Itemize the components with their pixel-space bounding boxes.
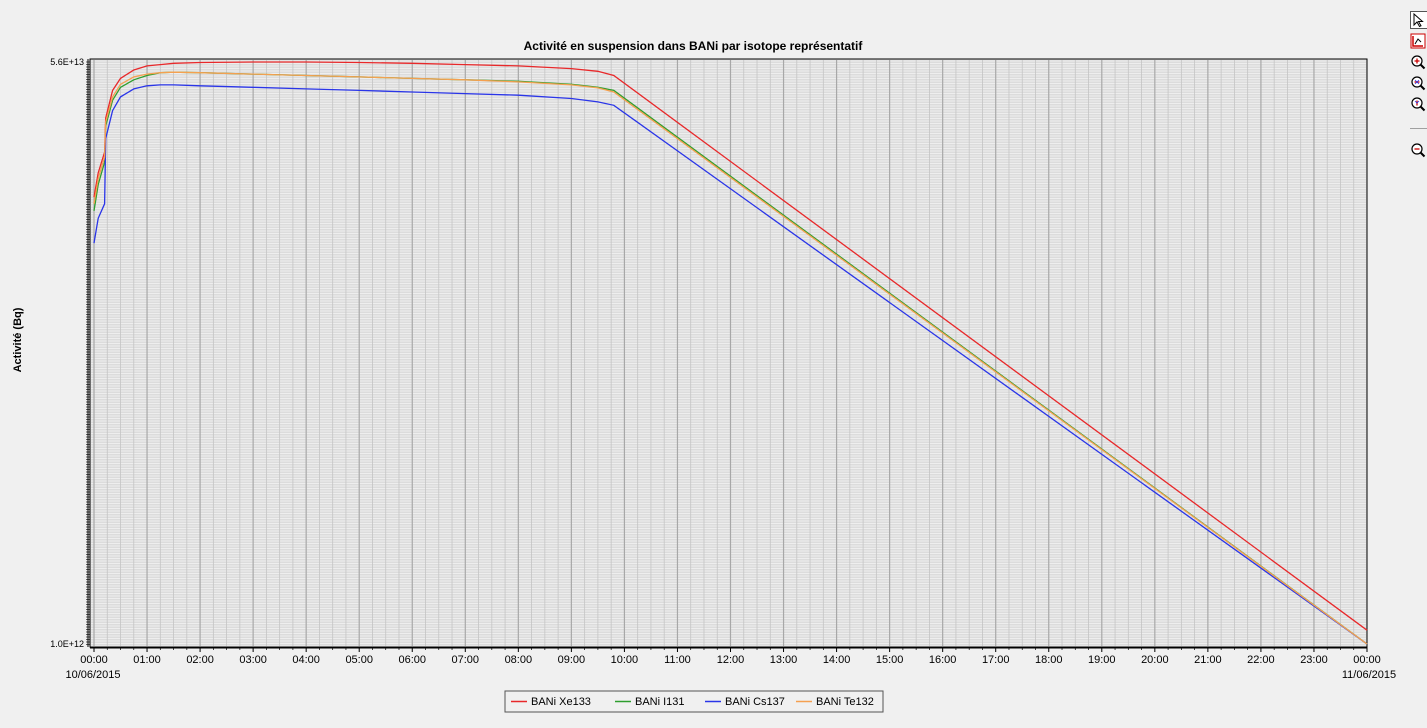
x-tick-label: 14:00 — [823, 654, 851, 666]
y-tick-label-top: 5.6E+13 — [50, 57, 84, 67]
zoom-in-x-icon — [1411, 76, 1426, 91]
zoom-out-icon — [1411, 143, 1426, 158]
zoom-out-button[interactable] — [1410, 142, 1427, 160]
x-tick-label: 23:00 — [1300, 654, 1328, 666]
x-tick-label: 16:00 — [929, 654, 957, 666]
chart-title: Activité en suspension dans BANi par iso… — [524, 39, 864, 53]
x-end-date: 11/06/2015 — [1342, 669, 1396, 681]
x-tick-label: 09:00 — [558, 654, 586, 666]
legend-box — [504, 690, 884, 713]
x-tick-label: 12:00 — [717, 654, 745, 666]
x-tick-label: 10:00 — [611, 654, 639, 666]
x-tick-label: 18:00 — [1035, 654, 1063, 666]
x-tick-label: 13:00 — [770, 654, 798, 666]
x-axis: 00:00 01:00 02:00 03:00 04:00 05:00 06:00 07:00… — [80, 647, 1381, 666]
x-tick-label: 00:00 — [80, 654, 108, 666]
x-tick-label: 06:00 — [398, 654, 426, 666]
chart-toolbar — [1407, 8, 1427, 178]
plot-background — [89, 58, 1368, 648]
legend-entry: BANi Cs137 — [725, 696, 785, 708]
x-tick-label: 03:00 — [239, 654, 267, 666]
legend-entry: BANi I131 — [635, 696, 685, 708]
series-line-bani-te132 — [93, 71, 1368, 645]
pointer-icon — [1413, 12, 1424, 28]
toolbar-separator — [1410, 128, 1427, 129]
x-tick-label: 01:00 — [133, 654, 161, 666]
zoom-in-y-icon — [1411, 97, 1426, 112]
y-axis-label: Activité (Bq) — [12, 307, 24, 372]
x-tick-label: 04:00 — [292, 654, 320, 666]
zoom-in-x-button[interactable] — [1410, 75, 1427, 93]
x-tick-label: 07:00 — [452, 654, 480, 666]
legend: BANi Xe133 BANi I131 BANi Cs137 BANi Te132 — [504, 690, 884, 713]
x-tick-label: 22:00 — [1247, 654, 1275, 666]
x-tick-label: 08:00 — [505, 654, 533, 666]
x-tick-label: 05:00 — [345, 654, 373, 666]
x-tick-label: 19:00 — [1088, 654, 1116, 666]
zoom-in-button[interactable] — [1410, 54, 1427, 72]
x-start-date: 10/06/2015 — [65, 669, 120, 681]
x-tick-label: 11:00 — [664, 654, 691, 666]
series-lines — [93, 61, 1368, 645]
x-tick-label: 21:00 — [1194, 654, 1222, 666]
x-tick-label: 20:00 — [1141, 654, 1169, 666]
x-tick-label: 17:00 — [982, 654, 1010, 666]
plot-area[interactable] — [89, 58, 1368, 648]
y-tick-label-bottom: 1.0E+12 — [50, 639, 84, 649]
series-line-bani-cs137 — [93, 84, 1368, 645]
zoom-in-icon — [1411, 55, 1426, 70]
axis-scale-icon — [1410, 33, 1426, 49]
y-axis: 5.6E+13 1.0E+12 — [50, 57, 90, 649]
horizontal-grid — [91, 60, 1366, 647]
x-tick-label: 00:00 — [1353, 654, 1381, 666]
x-tick-label: 02:00 — [186, 654, 214, 666]
axis-scale-button[interactable] — [1410, 33, 1427, 51]
legend-entry: BANi Te132 — [816, 696, 874, 708]
zoom-in-y-button[interactable] — [1410, 96, 1427, 114]
vertical-grid — [93, 60, 1355, 646]
series-line-bani-xe133 — [93, 61, 1368, 631]
pointer-tool-button[interactable] — [1410, 11, 1427, 29]
x-tick-label: 15:00 — [876, 654, 904, 666]
legend-entry: BANi Xe133 — [531, 696, 591, 708]
